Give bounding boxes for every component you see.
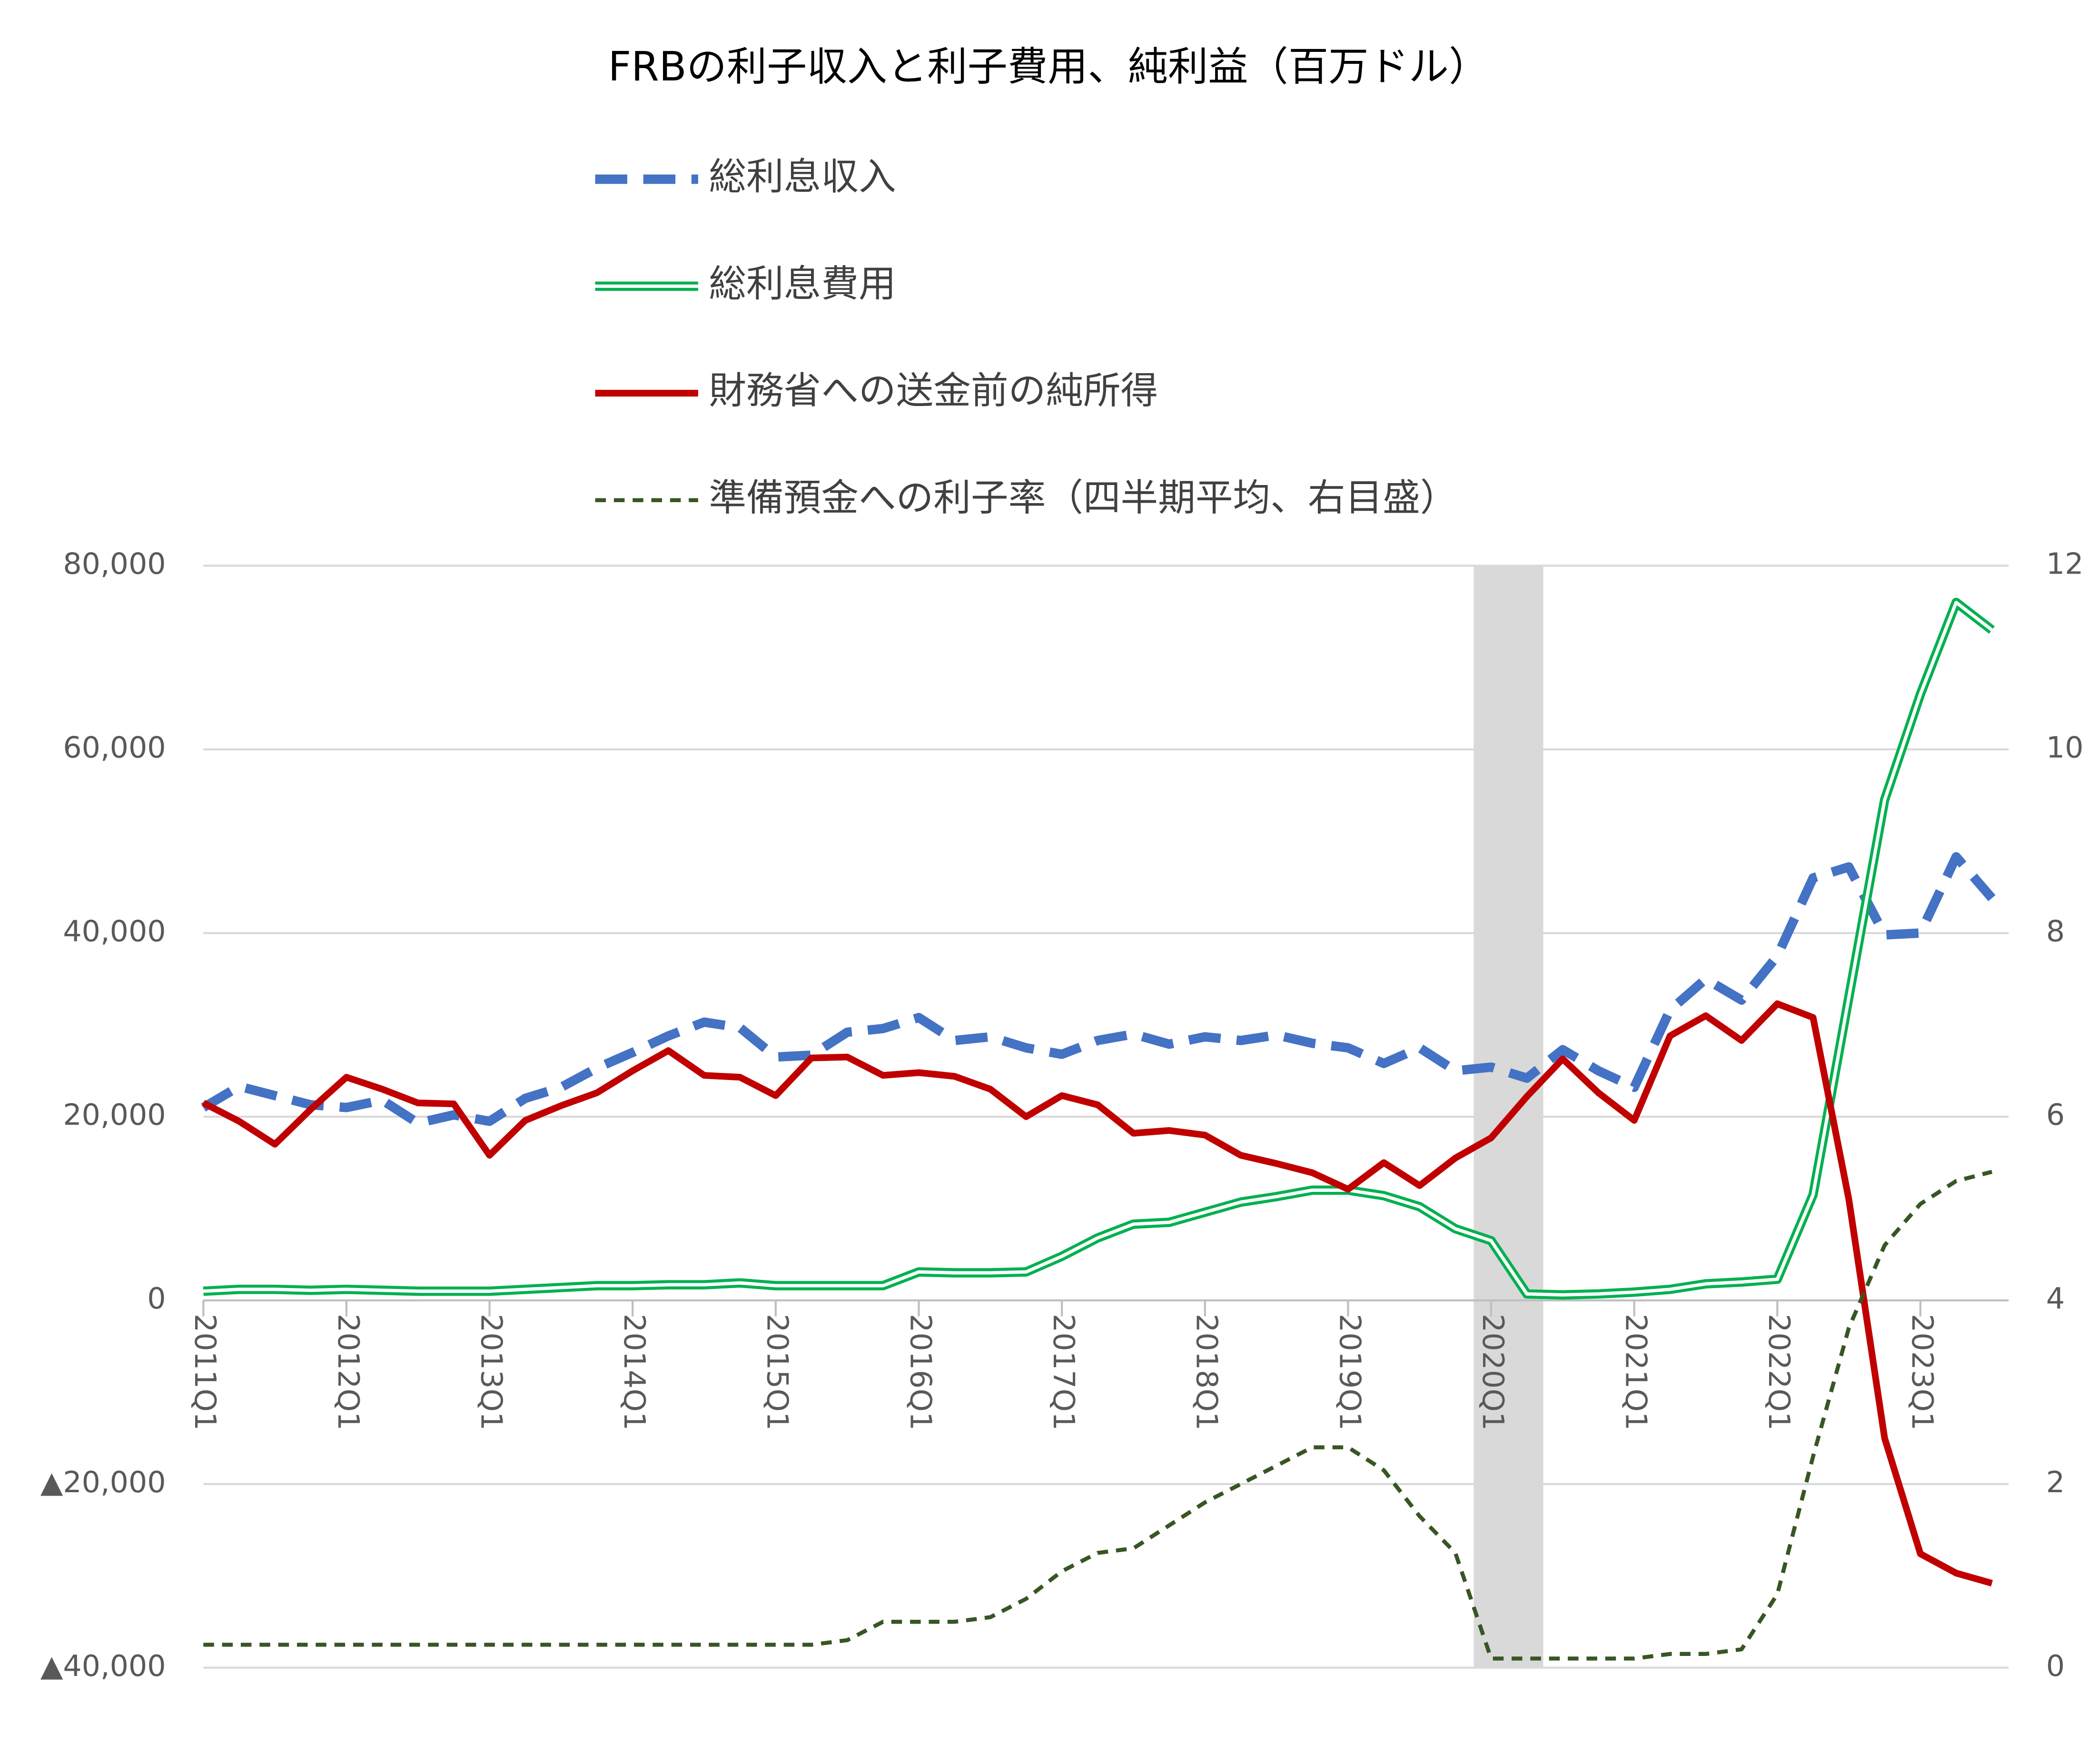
y-tick-label: 40,000 <box>63 914 166 948</box>
series-line <box>203 1169 1993 1661</box>
x-tick-label: 2021Q1 <box>1619 1314 1653 1430</box>
x-tick-label: 2011Q1 <box>188 1314 222 1430</box>
y-tick-label: ▲40,000 <box>40 1649 166 1683</box>
x-tick-label: 2012Q1 <box>331 1314 366 1430</box>
y2-tick-label: 0 <box>2046 1649 2065 1683</box>
x-tick-label: 2013Q1 <box>474 1314 508 1430</box>
y2-tick-label: 6 <box>2046 1098 2065 1132</box>
y2-tick-label: 10 <box>2046 730 2084 764</box>
x-tick-label: 2022Q1 <box>1762 1314 1796 1430</box>
y2-tick-label: 12 <box>2046 547 2084 581</box>
x-tick-label: 2015Q1 <box>761 1314 795 1430</box>
legend-label: 総利息収入 <box>709 155 896 198</box>
y-tick-label: 80,000 <box>63 547 166 581</box>
x-tick-label: 2016Q1 <box>903 1314 938 1430</box>
x-tick-label: 2017Q1 <box>1047 1314 1081 1430</box>
chart-title: FRBの利子収入と利子費用、純利益（百万ドル） <box>608 43 1489 90</box>
y2-tick-label: 4 <box>2046 1281 2065 1316</box>
x-tick-label: 2020Q1 <box>1476 1314 1510 1430</box>
y2-tick-label: 8 <box>2046 914 2065 948</box>
series-line <box>201 852 1996 1128</box>
y-tick-label: 20,000 <box>63 1098 166 1132</box>
series-line-inner <box>203 601 1993 1297</box>
legend-label: 準備預金への利子率（四半期平均、右目盛） <box>709 476 1457 519</box>
x-tick-label: 2018Q1 <box>1190 1314 1224 1430</box>
y-tick-label: 0 <box>147 1281 166 1316</box>
y-tick-label: ▲20,000 <box>40 1465 166 1499</box>
x-tick-label: 2014Q1 <box>617 1314 652 1430</box>
x-tick-label: 2019Q1 <box>1333 1314 1367 1430</box>
series-line <box>202 1000 1993 1586</box>
legend-label: 総利息費用 <box>709 262 896 306</box>
x-tick-label: 2023Q1 <box>1905 1314 1939 1430</box>
legend-label: 財務省への送金前の純所得 <box>709 369 1158 413</box>
y-tick-label: 60,000 <box>63 730 166 764</box>
y2-tick-label: 2 <box>2046 1465 2065 1499</box>
